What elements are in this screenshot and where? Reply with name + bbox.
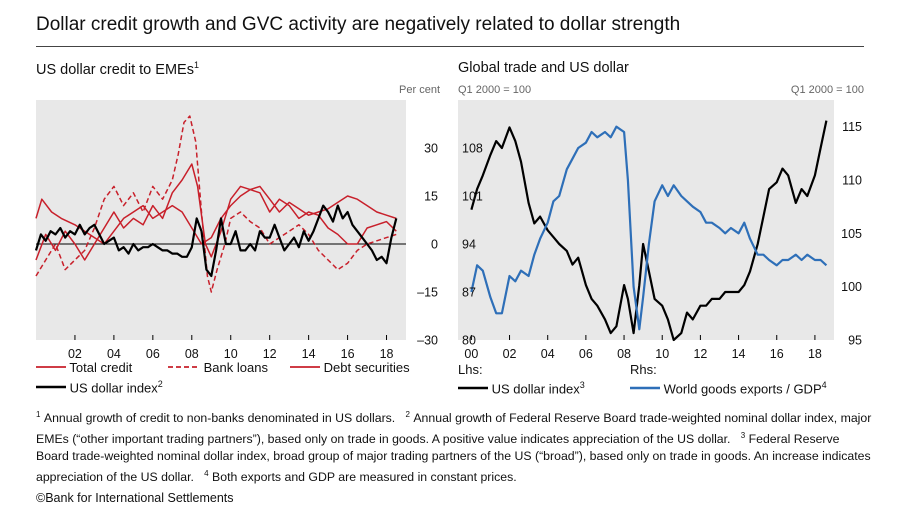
- left-y-tick-label: 15: [424, 190, 438, 204]
- legend-header-lhs: Lhs:: [458, 362, 483, 377]
- left-panel-title-note: 1: [193, 60, 199, 70]
- legend-label-debt-securities: Debt securities: [323, 360, 410, 375]
- legend-swatch-debt-securities: [290, 366, 320, 368]
- right-y-left-tick-label: 87: [462, 286, 476, 300]
- right-y-left-tick-label: 80: [462, 334, 476, 348]
- left-y-tick-label: 30: [424, 142, 438, 156]
- right-y-right-tick-label: 95: [848, 334, 862, 348]
- legend-label-us-dollar-index-left: US dollar index: [69, 380, 158, 396]
- legend-item-total-credit: Total credit: [36, 360, 132, 375]
- left-x-tick-label: 12: [263, 347, 277, 360]
- legend-note-us-dollar-index-right: 3: [579, 380, 585, 390]
- legend-item-debt-securities: Debt securities: [290, 360, 410, 375]
- legend-item-us-dollar-index-left: US dollar index2: [36, 379, 163, 395]
- right-series-us-dollar-index: [470, 120, 828, 342]
- right-y-left-tick-label: 101: [462, 190, 483, 204]
- left-x-tick-label: 16: [341, 347, 355, 360]
- right-y-right-tick-label: 110: [842, 174, 862, 188]
- legend-swatch-bank-loans: [168, 366, 200, 368]
- legend-label-us-dollar-index-right: US dollar index: [491, 381, 580, 397]
- legend-swatch-us-dollar-index-right: [458, 387, 488, 390]
- right-unit-right: Q1 2000 = 100: [790, 84, 864, 96]
- left-panel-title: US dollar credit to EMEs1: [36, 60, 199, 78]
- legend-note-us-dollar-index-left: 2: [157, 379, 163, 389]
- right-x-tick-label: 14: [732, 347, 746, 360]
- right-panel-title: Global trade and US dollar: [458, 60, 629, 76]
- left-series-total-credit: [35, 163, 397, 261]
- left-x-tick-label: 18: [380, 347, 394, 360]
- right-x-tick-label: 08: [617, 347, 631, 360]
- right-x-tick-label: 16: [770, 347, 784, 360]
- footnote-mark: 1: [36, 410, 41, 419]
- right-x-tick-label: 00: [464, 347, 478, 360]
- legend-label-world-goods-exports: World goods exports / GDP: [663, 381, 822, 397]
- right-y-right-tick-label: 100: [841, 280, 862, 294]
- right-y-left-tick-label: 94: [462, 238, 476, 252]
- title-rule: [36, 46, 864, 47]
- left-chart: 02 04 06 08 10 12 14 16 18 30 15 0 –15 –30: [34, 100, 438, 360]
- right-series-world-goods-exports-gdp: [470, 125, 828, 331]
- legend-swatch-world-goods-exports: [630, 387, 660, 390]
- left-x-tick-label: 04: [107, 347, 121, 360]
- left-series-debt-securities: [35, 185, 397, 245]
- left-panel-title-text: US dollar credit to EMEs: [36, 61, 194, 78]
- right-x-tick-label: 06: [579, 347, 593, 360]
- legend-label-total-credit: Total credit: [69, 360, 133, 375]
- legend-item-world-goods-exports: World goods exports / GDP4: [630, 380, 827, 396]
- left-x-tick-label: 08: [185, 347, 199, 360]
- left-series-bank-loans: [35, 115, 397, 293]
- left-x-tick-label: 02: [68, 347, 82, 360]
- left-y-tick-label: 0: [431, 238, 438, 252]
- right-y-left-tick-label: 108: [462, 142, 483, 156]
- main-title: Dollar credit growth and GVC activity ar…: [36, 14, 681, 35]
- legend-note-world-goods-exports: 4: [821, 380, 827, 390]
- right-unit-left: Q1 2000 = 100: [458, 84, 532, 96]
- right-y-right-tick-label: 105: [841, 227, 862, 241]
- left-unit-label: Per cent: [399, 84, 440, 96]
- legend-header-rhs: Rhs:: [630, 362, 657, 377]
- footnote-text: Annual growth of Federal Reserve Board t…: [36, 411, 872, 447]
- left-x-tick-label: 10: [224, 347, 238, 360]
- left-y-tick-label: –30: [417, 334, 438, 348]
- left-x-tick-label: 06: [146, 347, 160, 360]
- footnote-text: Federal Reserve Board trade-weighted nom…: [36, 432, 871, 485]
- right-x-tick-label: 04: [541, 347, 555, 360]
- right-chart: 00 02 04 06 08 10 12 14 16 18 108 101 94 87 80 115 110…: [458, 100, 862, 360]
- right-plot-background: [458, 100, 834, 340]
- right-x-tick-label: 12: [693, 347, 707, 360]
- footnote-mark: 2: [405, 410, 410, 419]
- legend-swatch-total-credit: [36, 366, 66, 368]
- right-x-tick-label: 02: [503, 347, 517, 360]
- right-y-right-tick-label: 115: [842, 120, 862, 134]
- footnote-mark: 3: [740, 431, 746, 441]
- right-x-tick-label: 10: [655, 347, 669, 360]
- copyright: ©Bank for International Settlements: [36, 491, 234, 505]
- left-series-us-dollar-index: [34, 204, 398, 278]
- legend-item-us-dollar-index-right: US dollar index3: [458, 380, 585, 396]
- right-x-tick-label: 18: [808, 347, 822, 360]
- footnote-text: Both exports and GDP are measured in con…: [212, 470, 517, 485]
- legend-swatch-us-dollar-index-left: [36, 386, 66, 389]
- left-x-tick-label: 14: [302, 347, 316, 360]
- legend-label-bank-loans: Bank loans: [203, 360, 268, 375]
- legend-item-bank-loans: Bank loans: [168, 360, 268, 375]
- footnote-mark: 4: [204, 469, 209, 479]
- footnotes: 1 Annual growth of credit to non-banks d…: [36, 406, 872, 486]
- footnote-text: Annual growth of credit to non-banks den…: [43, 411, 396, 426]
- left-y-tick-label: –15: [417, 286, 438, 300]
